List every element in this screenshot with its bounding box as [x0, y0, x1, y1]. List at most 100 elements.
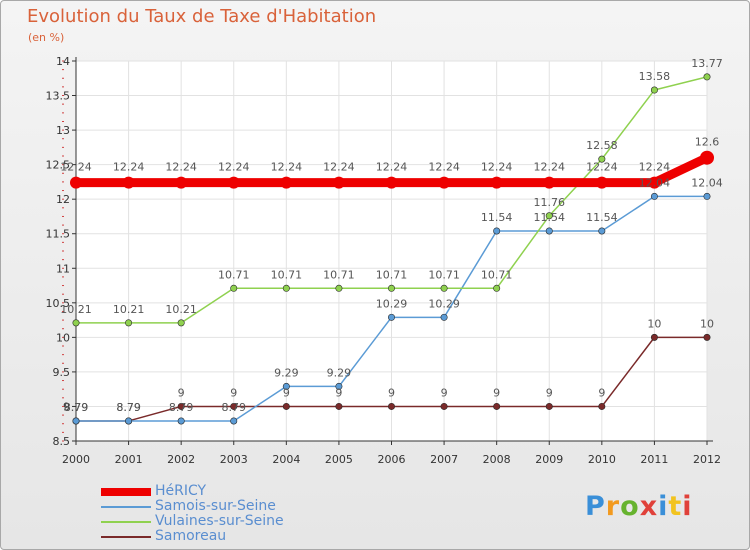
- data-point: [70, 176, 82, 189]
- y-tick-label: 10: [56, 331, 70, 344]
- x-tick-label: 2010: [588, 453, 616, 466]
- axes: 8.5 9 9.5 10 10.5 11 11.5 12 12.5 13 13.5 14 2000 200…: [46, 55, 722, 466]
- legend: HéRICY Samois-sur-Seine Vulaines-sur-Sei…: [101, 483, 361, 544]
- data-label: 11.54: [534, 211, 566, 224]
- legend-item-hericy: HéRICY: [101, 483, 361, 499]
- x-tick-label: 2000: [62, 453, 90, 466]
- x-tick-label: 2008: [483, 453, 511, 466]
- y-tick-label: 14: [56, 55, 70, 68]
- data-point: [175, 176, 188, 189]
- data-point: [335, 284, 343, 292]
- y-tick-label: 11: [56, 262, 70, 275]
- data-label: 10.21: [113, 303, 145, 316]
- data-point: [598, 402, 606, 410]
- data-label: 9: [335, 386, 342, 399]
- data-label: 10.21: [165, 303, 197, 316]
- logo-letter: i: [682, 491, 693, 522]
- data-point: [493, 402, 501, 410]
- data-point: [648, 176, 661, 189]
- grid-lines: [75, 60, 708, 442]
- data-point: [335, 382, 343, 390]
- data-label: 9: [230, 386, 237, 399]
- data-point: [72, 417, 80, 425]
- data-label: 9.29: [274, 366, 299, 379]
- data-label: 9: [441, 386, 448, 399]
- data-point: [125, 319, 133, 327]
- data-label: 12.04: [639, 176, 671, 189]
- data-point: [332, 176, 345, 189]
- legend-swatch: [101, 506, 151, 508]
- y-tick-label: 11.5: [46, 228, 71, 241]
- data-point: [177, 402, 185, 410]
- data-point: [72, 319, 80, 327]
- data-label: 12.24: [60, 161, 92, 174]
- data-labels: 12.24 12.24 12.24 12.24 12.24 12.24 12.24 12.24…: [60, 57, 723, 414]
- proxiti-logo: Proxiti: [585, 491, 693, 522]
- y-tick-label: 13.5: [46, 90, 71, 103]
- data-label: 8.79: [116, 401, 141, 414]
- x-tick-label: 2012: [693, 453, 721, 466]
- data-point: [230, 284, 238, 292]
- x-tick-label: 2009: [535, 453, 563, 466]
- data-label: 8.79: [222, 401, 247, 414]
- data-label: 12.24: [586, 161, 618, 174]
- series-lines: [70, 73, 714, 425]
- legend-swatch: [101, 521, 151, 523]
- legend-label: Samoreau: [155, 528, 227, 544]
- data-label: 12.24: [113, 161, 145, 174]
- data-point: [335, 402, 343, 410]
- data-label: 13.77: [691, 57, 723, 70]
- data-point: [650, 192, 658, 200]
- y-tick-label: 13: [56, 124, 70, 137]
- x-tick-label: 2011: [640, 453, 668, 466]
- data-label: 10.71: [428, 268, 460, 281]
- data-point: [493, 284, 501, 292]
- data-label: 12.24: [271, 161, 303, 174]
- x-tick-label: 2004: [272, 453, 300, 466]
- data-label: 12.6: [695, 136, 720, 149]
- data-point: [703, 73, 711, 81]
- data-point: [387, 402, 395, 410]
- legend-label: Samois-sur-Seine: [155, 498, 276, 514]
- data-point: [440, 402, 448, 410]
- data-label: 9: [546, 386, 553, 399]
- data-point: [282, 284, 290, 292]
- data-point: [125, 417, 133, 425]
- y-tick-label: 9: [63, 400, 70, 413]
- data-label: 11.54: [586, 211, 618, 224]
- data-point: [703, 192, 711, 200]
- legend-label: HéRICY: [155, 483, 207, 499]
- y-tick-label: 9.5: [53, 366, 71, 379]
- data-label: 9.29: [327, 366, 352, 379]
- data-label: 12.24: [165, 161, 197, 174]
- data-point: [598, 155, 606, 163]
- data-point: [440, 313, 448, 321]
- logo-letter: r: [605, 491, 621, 522]
- data-label: 9: [178, 386, 185, 399]
- data-point: [282, 382, 290, 390]
- data-label: 10.29: [428, 297, 460, 310]
- data-point: [280, 176, 293, 189]
- data-label: 10: [647, 317, 661, 330]
- data-point: [703, 333, 711, 341]
- data-point: [543, 176, 556, 189]
- data-label: 12.24: [534, 161, 566, 174]
- data-point: [230, 417, 238, 425]
- data-label: 10: [700, 317, 714, 330]
- data-label: 12.24: [376, 161, 408, 174]
- data-label: 13.58: [639, 70, 671, 83]
- logo-letter: x: [639, 491, 659, 522]
- chart-subtitle: (en %): [28, 31, 65, 44]
- data-point: [545, 402, 553, 410]
- x-tick-label: 2007: [430, 453, 458, 466]
- data-point: [650, 86, 658, 94]
- data-label: 12.24: [639, 161, 671, 174]
- x-tick-label: 2001: [115, 453, 143, 466]
- x-tick-label: 2006: [378, 453, 406, 466]
- data-label: 11.54: [481, 211, 513, 224]
- legend-swatch: [101, 536, 151, 538]
- legend-label: Vulaines-sur-Seine: [155, 513, 284, 529]
- data-label: 9: [598, 386, 605, 399]
- data-label: 9: [493, 386, 500, 399]
